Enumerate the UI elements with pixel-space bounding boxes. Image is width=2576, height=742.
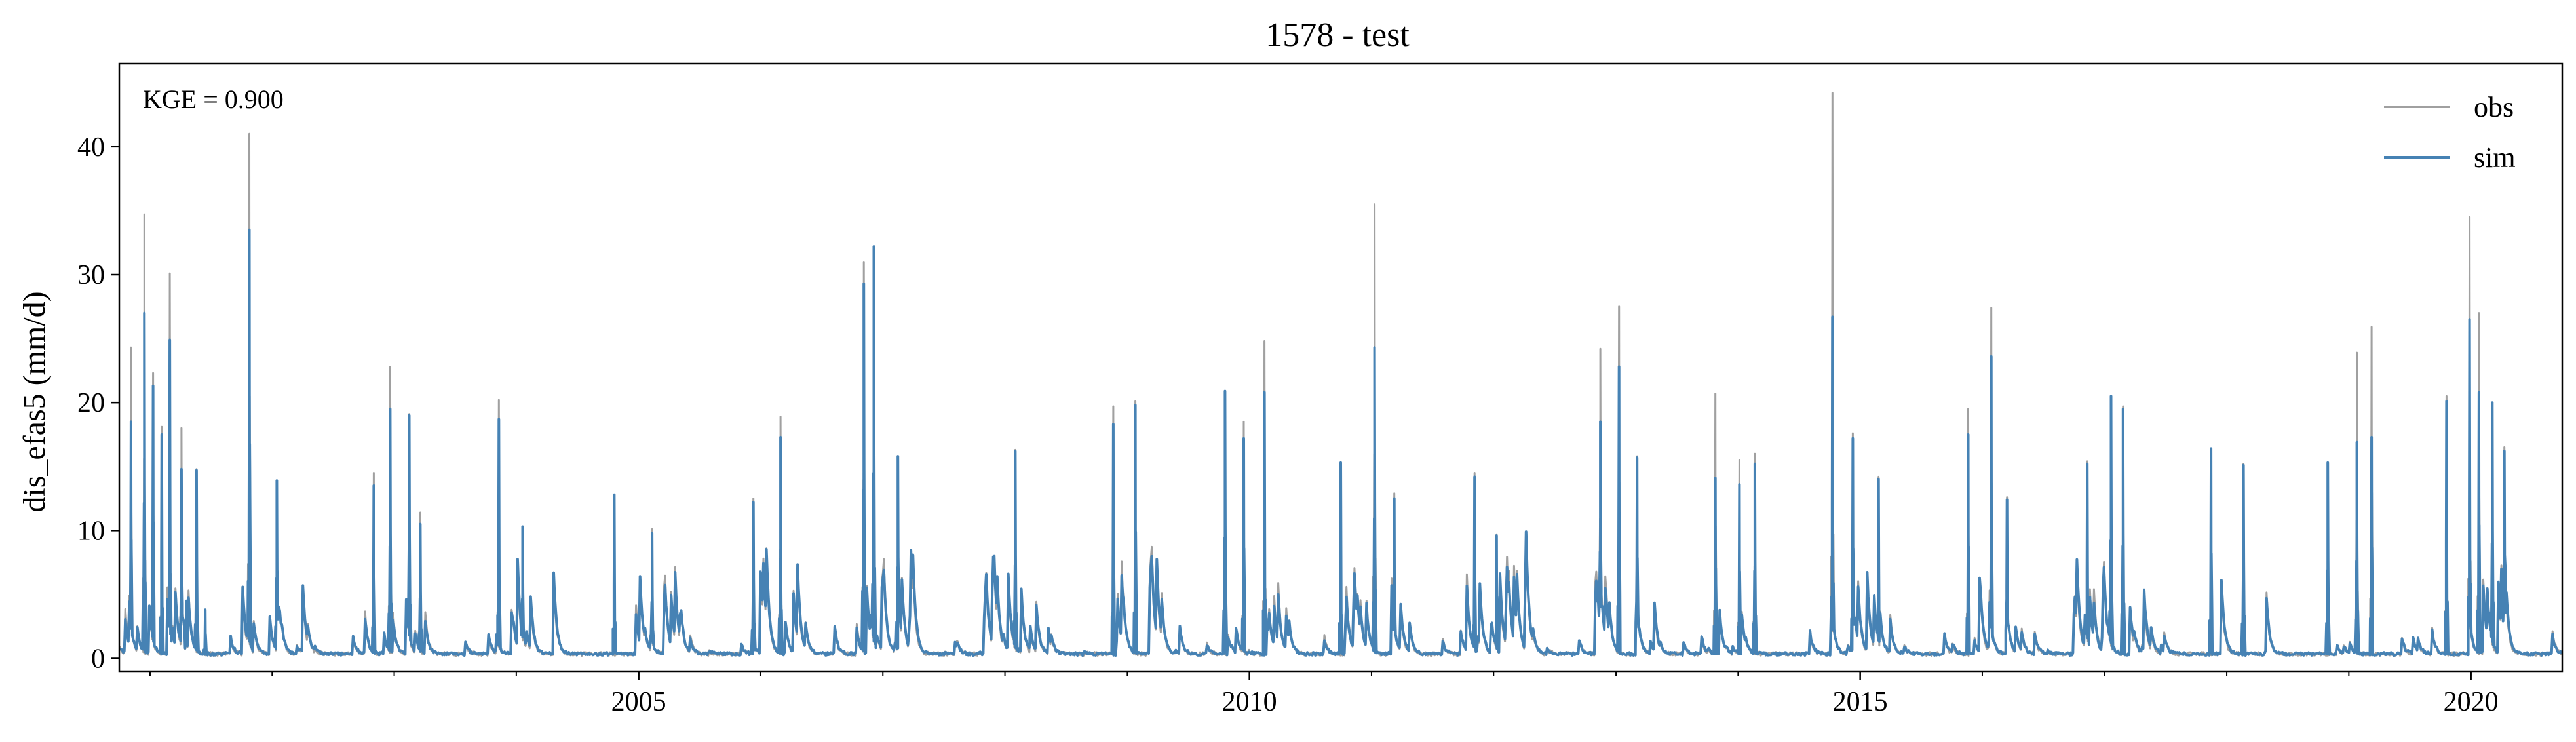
y-tick-label: 0 <box>91 644 105 674</box>
kge-annotation: KGE = 0.900 <box>143 85 284 114</box>
x-tick-label: 2020 <box>2444 687 2499 717</box>
plot-area <box>119 92 2562 657</box>
y-tick-label: 40 <box>77 132 105 163</box>
y-axis-label: dis_efas5 (mm/d) <box>17 291 52 512</box>
chart-title: 1578 - test <box>1265 16 1410 54</box>
axes: 0 10 20 30 40 2005 2010 2015 2020 <box>77 62 2564 717</box>
axes-frame <box>118 62 2564 673</box>
legend-label-sim: sim <box>2474 142 2516 174</box>
x-tick-label: 2010 <box>1222 687 1277 717</box>
legend: obs sim <box>2384 91 2516 174</box>
x-tick-label: 2005 <box>611 687 666 717</box>
series-line-sim <box>119 228 2562 657</box>
y-tick-label: 30 <box>77 260 105 290</box>
y-tick-label: 20 <box>77 388 105 418</box>
x-tick-label: 2015 <box>1833 687 1888 717</box>
y-tick-label: 10 <box>77 516 105 546</box>
legend-label-obs: obs <box>2474 91 2514 123</box>
